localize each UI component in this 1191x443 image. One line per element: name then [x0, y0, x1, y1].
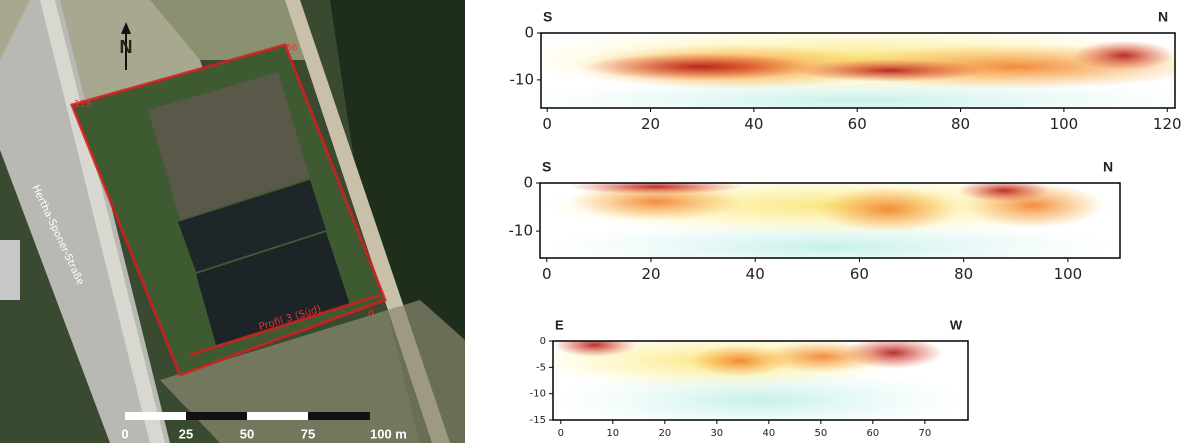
- scale-label: 75: [301, 426, 315, 441]
- scale-label: 100 m: [370, 426, 407, 441]
- x-tick-label: 40: [762, 428, 775, 439]
- resistivity-region: [585, 53, 814, 81]
- scale-label: 0: [121, 426, 128, 441]
- y-tick-label: -15: [530, 415, 546, 426]
- x-tick-label: 100: [1050, 115, 1079, 133]
- y-tick-label: 0: [524, 24, 534, 42]
- y-tick-label: 0: [523, 174, 533, 192]
- marker-label: 0: [368, 310, 374, 320]
- resistivity-image: [553, 341, 968, 420]
- scale-label: 25: [179, 426, 193, 441]
- direction-label: W: [950, 317, 963, 332]
- plot-frame: [540, 32, 1176, 109]
- direction-label: S: [542, 159, 551, 175]
- direction-label: N: [1103, 159, 1113, 175]
- marker-label: 119: [74, 100, 91, 110]
- resistivity-region: [957, 183, 1051, 202]
- resistivity-region: [1073, 40, 1175, 71]
- north-arrow: N: [120, 22, 133, 70]
- x-tick-label: 20: [641, 265, 660, 283]
- marker-label: 56: [286, 44, 298, 54]
- x-tick-label: 50: [814, 428, 827, 439]
- x-tick-label: 0: [542, 115, 552, 133]
- y-tick-label: -10: [509, 222, 534, 240]
- resistivity-image: [540, 183, 1120, 258]
- x-tick-label: 100: [1054, 265, 1083, 283]
- x-tick-label: 0: [558, 428, 564, 439]
- x-tick-label: 40: [744, 115, 763, 133]
- y-tick-label: -5: [536, 362, 546, 373]
- resistivity-region: [553, 341, 636, 357]
- north-label: N: [120, 37, 133, 57]
- x-tick-label: 30: [710, 428, 723, 439]
- x-tick-label: 80: [951, 115, 970, 133]
- x-tick-label: 20: [641, 115, 660, 133]
- satellite-map: N Hertha-Sponer-Straße Profil 3 (Süd) 11…: [0, 0, 465, 443]
- y-tick-label: -10: [510, 70, 535, 88]
- profile-chart: 0 20 40 60 80 100 120 0 -10 S N: [510, 9, 1182, 133]
- x-tick-label: 60: [850, 265, 869, 283]
- resistivity-region: [760, 341, 885, 373]
- profile-chart: 0 10 20 30 40 50 60 70 0 -5 -10 -15 E W: [530, 317, 969, 439]
- scale-label: 50: [240, 426, 254, 441]
- plot-frame: [539, 182, 1121, 259]
- plot-frame: [552, 340, 969, 421]
- resistivity-region: [794, 59, 985, 82]
- y-tick-label: 0: [540, 336, 546, 347]
- x-tick-label: 70: [918, 428, 931, 439]
- x-tick-label: 60: [866, 428, 879, 439]
- direction-label: E: [555, 317, 564, 332]
- direction-label: S: [543, 9, 552, 25]
- direction-label: N: [1158, 9, 1168, 25]
- scale-bar: [125, 412, 370, 420]
- x-tick-label: 0: [542, 265, 552, 283]
- x-tick-label: 60: [848, 115, 867, 133]
- x-tick-label: 80: [954, 265, 973, 283]
- y-tick-label: -10: [530, 389, 546, 400]
- x-tick-label: 10: [606, 428, 619, 439]
- profile-chart: 0 20 40 60 80 100 0 -10 S N: [509, 159, 1121, 283]
- resistivity-region: [569, 183, 743, 195]
- x-tick-label: 40: [746, 265, 765, 283]
- resistivity-image: [541, 33, 1175, 108]
- x-tick-label: 20: [658, 428, 671, 439]
- x-tick-label: 120: [1153, 115, 1182, 133]
- resistivity-region: [818, 186, 958, 232]
